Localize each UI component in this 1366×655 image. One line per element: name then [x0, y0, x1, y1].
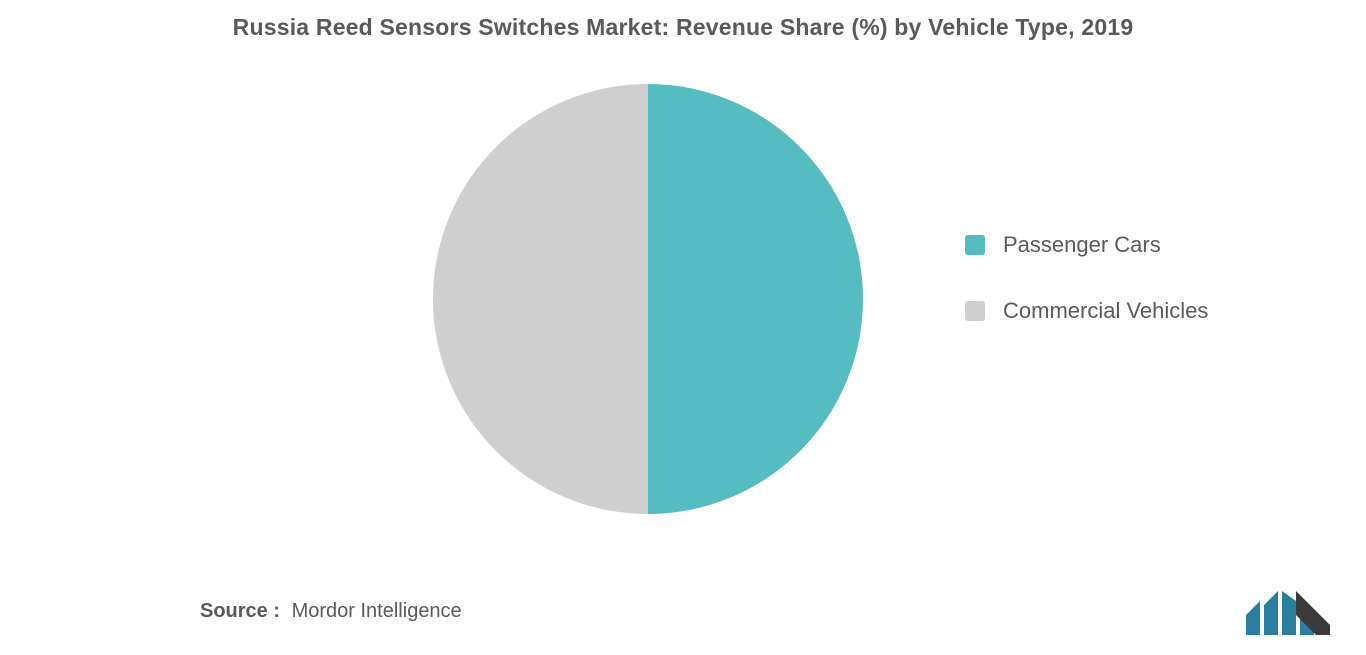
chart-area: Passenger Cars Commercial Vehicles — [0, 84, 1366, 544]
legend-swatch-commercial-vehicles — [965, 301, 985, 321]
source-text: Mordor Intelligence — [292, 600, 462, 622]
source-line: Source : Mordor Intelligence — [200, 600, 462, 623]
legend-label-passenger-cars: Passenger Cars — [1003, 232, 1161, 258]
mordor-logo-icon — [1246, 591, 1330, 635]
chart-container: Russia Reed Sensors Switches Market: Rev… — [0, 0, 1366, 655]
chart-title: Russia Reed Sensors Switches Market: Rev… — [0, 14, 1366, 41]
legend: Passenger Cars Commercial Vehicles — [965, 232, 1208, 364]
legend-item-commercial-vehicles: Commercial Vehicles — [965, 298, 1208, 324]
legend-item-passenger-cars: Passenger Cars — [965, 232, 1208, 258]
pie-chart — [433, 84, 863, 514]
legend-swatch-passenger-cars — [965, 235, 985, 255]
legend-label-commercial-vehicles: Commercial Vehicles — [1003, 298, 1208, 324]
source-label: Source : — [200, 600, 280, 622]
